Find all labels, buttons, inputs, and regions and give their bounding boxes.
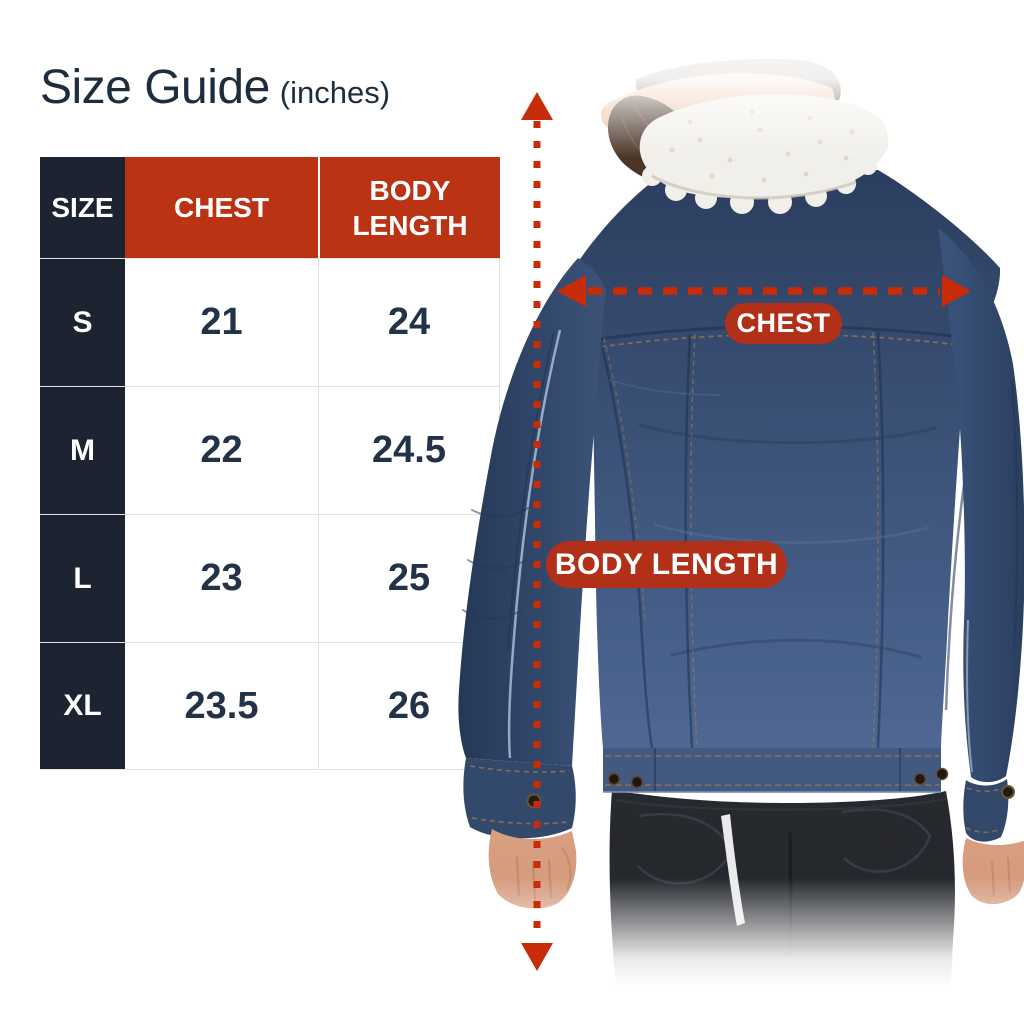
arrow-right-icon xyxy=(942,275,971,307)
photo-bottom-fade xyxy=(430,878,1024,1024)
chest-value-xl: 23.5 xyxy=(125,642,318,770)
left-sleeve xyxy=(458,258,606,839)
size-label-s: S xyxy=(40,258,125,386)
chest-value-l: 23 xyxy=(125,514,318,642)
waistband-buttons xyxy=(607,767,949,789)
title-text: Size Guide xyxy=(40,61,270,114)
right-sleeve xyxy=(938,228,1024,842)
body-length-value-m: 24.5 xyxy=(318,386,500,514)
arrow-left-icon xyxy=(557,275,586,307)
man-photo-illustration xyxy=(458,58,1024,1005)
body-length-measure-label: BODY LENGTH xyxy=(546,541,787,588)
model-photo xyxy=(430,0,1024,1024)
arrow-down-icon xyxy=(521,943,553,971)
jacket-waistband xyxy=(603,748,949,793)
right-cuff xyxy=(963,779,1009,842)
right-cuff-button xyxy=(1001,785,1015,799)
body-length-value-l: 25 xyxy=(318,514,500,642)
arrow-up-icon xyxy=(521,92,553,120)
column-header-chest: CHEST xyxy=(125,157,318,258)
photo-top-fade xyxy=(430,0,1024,158)
column-header-size: SIZE xyxy=(40,157,125,258)
page-title: Size Guide (inches) xyxy=(40,60,390,115)
size-label-xl: XL xyxy=(40,642,125,770)
left-cuff xyxy=(463,758,576,839)
chest-value-m: 22 xyxy=(125,386,318,514)
body-length-value-s: 24 xyxy=(318,258,500,386)
size-label-m: M xyxy=(40,386,125,514)
chest-measure-label: CHEST xyxy=(725,303,842,344)
denim-jacket xyxy=(578,170,1001,749)
chest-arrow xyxy=(557,275,971,307)
body-length-arrow xyxy=(521,92,553,971)
chest-value-s: 21 xyxy=(125,258,318,386)
title-unit-note: (inches) xyxy=(279,75,391,110)
size-table: SIZE CHEST BODY LENGTH S 21 24 M 22 24.5… xyxy=(40,157,500,770)
size-label-l: L xyxy=(40,514,125,642)
column-header-body-length: BODY LENGTH xyxy=(318,157,500,258)
